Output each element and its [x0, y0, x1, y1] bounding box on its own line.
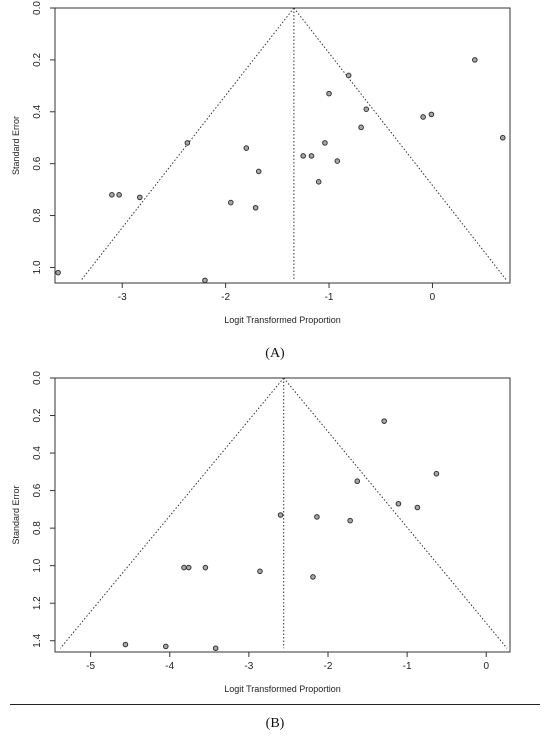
y-tick-label: 0.8: [32, 208, 43, 222]
x-axis-label: Logit Transformed Proportion: [224, 684, 341, 694]
study-point: [334, 158, 341, 164]
funnel-plot-b: -5 -4 -3 -2 -1 0 0.0 0.2 0.4 0.6 0.8 1.0 1.2 1.4 Logit…: [11, 371, 511, 694]
study-point: [381, 418, 387, 424]
study-point: [420, 114, 426, 120]
study-point: [277, 512, 284, 518]
study-point: [433, 470, 440, 477]
y-tick-label: 0.0: [32, 1, 43, 15]
x-tick-label: -3: [118, 292, 127, 303]
study-point: [227, 199, 234, 206]
y-tick-label: 0.2: [32, 408, 43, 422]
y-tick-label: 0.2: [32, 53, 43, 67]
study-point: [212, 645, 219, 652]
x-tick-label: 0: [430, 292, 436, 303]
study-point: [202, 564, 209, 571]
study-point: [326, 90, 332, 97]
y-tick-label: 0.6: [32, 483, 43, 497]
study-point: [499, 134, 506, 141]
study-point: [109, 191, 115, 198]
study-point: [347, 517, 353, 524]
x-tick-label: 0: [483, 661, 489, 672]
y-tick-label: 1.4: [32, 633, 43, 647]
panel-label-a: (A): [265, 346, 285, 361]
study-point: [55, 269, 61, 276]
y-axis-label: Standard Error: [11, 485, 21, 544]
funnel-right-line: [283, 377, 508, 649]
y-tick-label: 0.8: [32, 521, 43, 535]
x-tick-label: -2: [324, 661, 333, 672]
plot-frame: [54, 7, 511, 284]
study-point: [395, 500, 402, 507]
x-tick-label: -2: [221, 292, 230, 303]
study-point: [414, 504, 421, 511]
x-tick-label: -4: [165, 661, 174, 672]
y-tick-label: 0.4: [32, 446, 43, 460]
study-point: [310, 574, 316, 580]
study-point: [428, 111, 435, 118]
y-tick-label: 1.0: [32, 260, 43, 274]
study-point: [345, 72, 352, 79]
study-point: [116, 191, 122, 198]
y-axis-label: Standard Error: [11, 116, 21, 175]
x-tick-label: -1: [403, 661, 412, 672]
study-point: [162, 643, 169, 650]
x-tick-label: -1: [325, 292, 334, 303]
study-point: [257, 568, 263, 575]
study-point: [184, 140, 191, 146]
study-point: [300, 153, 306, 159]
y-tick-label: 0.0: [32, 371, 43, 385]
y-tick-label: 1.0: [32, 558, 43, 572]
study-point: [243, 145, 250, 151]
study-point: [354, 478, 361, 485]
y-tick-label: 0.6: [32, 156, 43, 170]
plot-frame: [54, 377, 511, 653]
study-point: [136, 194, 143, 201]
funnel-right-line: [293, 7, 508, 281]
study-point: [122, 641, 129, 648]
study-point: [252, 204, 259, 211]
x-tick-label: -5: [86, 661, 95, 672]
panel-label-b: (B): [265, 716, 285, 731]
x-tick-label: -3: [244, 661, 253, 672]
study-point: [308, 153, 315, 159]
study-point: [185, 564, 192, 571]
study-point: [181, 564, 187, 571]
study-point: [363, 106, 370, 112]
study-point: [472, 57, 478, 63]
study-point: [322, 140, 328, 146]
funnel-left-line: [59, 377, 285, 649]
study-point: [358, 124, 364, 131]
study-point: [315, 179, 322, 185]
panel-divider: [10, 704, 540, 705]
funnel-plot-a: -3 -2 -1 0 0.0 0.2 0.4 0.6 0.8 1.0 Logit Transform…: [11, 1, 511, 325]
study-point: [255, 168, 262, 175]
y-tick-label: 1.2: [32, 596, 43, 610]
x-axis-label: Logit Transformed Proportion: [224, 315, 341, 325]
study-point: [202, 277, 208, 284]
study-point: [314, 514, 320, 520]
y-tick-label: 0.4: [32, 104, 43, 118]
